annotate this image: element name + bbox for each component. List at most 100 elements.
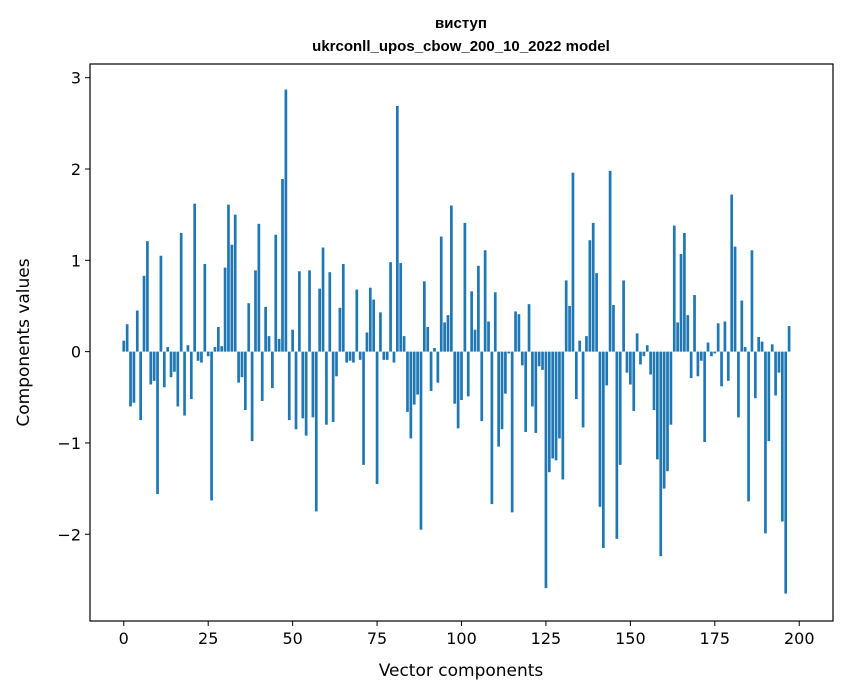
bar-62 (331, 351, 335, 422)
bar-168 (689, 351, 693, 379)
bar-79 (389, 262, 392, 352)
bar-143 (605, 351, 609, 386)
x-tick-label: 75 (367, 629, 387, 648)
bar-53 (301, 351, 305, 419)
bar-16 (176, 351, 180, 407)
x-tick-label: 150 (615, 629, 646, 648)
bar-130 (561, 351, 565, 480)
bar-106 (480, 351, 484, 422)
bar-166 (683, 232, 686, 352)
bar-92 (433, 347, 436, 352)
bars-group (122, 89, 791, 594)
x-tick-label: 200 (784, 629, 815, 648)
bar-91 (429, 351, 433, 391)
bar-74 (372, 299, 376, 352)
bar-193 (774, 351, 777, 396)
bar-145 (612, 305, 615, 352)
bar-93 (436, 351, 440, 383)
bar-107 (483, 250, 487, 352)
bar-22 (196, 351, 200, 361)
bar-146 (615, 351, 619, 539)
x-tick-label: 175 (700, 629, 731, 648)
x-tick-label: 25 (198, 629, 218, 648)
bar-29 (220, 346, 224, 352)
bar-60 (325, 351, 328, 425)
bar-140 (595, 273, 598, 352)
bar-157 (652, 351, 656, 411)
bar-26 (210, 351, 213, 501)
bar-178 (723, 321, 727, 352)
bar-97 (450, 205, 453, 352)
bar-75 (375, 351, 379, 485)
bar-190 (764, 351, 767, 534)
bar-187 (753, 351, 757, 399)
bar-144 (608, 170, 612, 352)
x-tick-label: 100 (446, 629, 477, 648)
bar-63 (335, 351, 338, 377)
bar-110 (493, 292, 497, 352)
y-tick-label: 2 (71, 160, 81, 179)
bar-101 (463, 222, 467, 352)
bar-132 (568, 305, 571, 352)
bar-105 (477, 265, 480, 352)
bar-70 (358, 351, 362, 360)
bar-194 (777, 351, 781, 373)
y-tick-label: −2 (57, 525, 81, 544)
bar-96 (446, 315, 450, 352)
bar-6 (142, 275, 146, 352)
bar-135 (578, 340, 582, 352)
bar-192 (770, 344, 774, 352)
bar-45 (274, 234, 278, 352)
bar-65 (341, 263, 345, 352)
bar-136 (581, 351, 585, 428)
bar-109 (490, 351, 494, 505)
bar-89 (423, 281, 426, 352)
bar-58 (318, 288, 321, 352)
bar-69 (355, 289, 359, 352)
bar-139 (591, 222, 595, 352)
bar-49 (287, 351, 291, 421)
bar-115 (510, 351, 514, 513)
y-tick-label: 1 (71, 251, 81, 270)
bar-189 (760, 341, 764, 352)
bar-68 (352, 351, 355, 363)
bar-125 (544, 351, 548, 589)
bar-118 (520, 351, 524, 366)
bar-104 (473, 329, 477, 352)
bar-103 (470, 291, 473, 352)
bar-95 (443, 322, 446, 352)
bar-56 (311, 351, 315, 418)
bar-128 (554, 351, 558, 461)
bar-197 (787, 326, 791, 352)
bar-36 (244, 351, 247, 411)
bar-59 (321, 247, 325, 352)
bar-100 (460, 351, 463, 401)
bar-180 (730, 194, 734, 352)
bar-86 (412, 351, 416, 405)
bar-10 (156, 351, 159, 495)
chart-title: виступ (435, 15, 487, 32)
bar-116 (514, 311, 517, 352)
bar-12 (162, 351, 166, 388)
bar-179 (726, 351, 730, 381)
bar-147 (618, 351, 622, 465)
bar-0 (122, 340, 126, 352)
x-tick-label: 125 (531, 629, 562, 648)
bar-111 (497, 351, 500, 447)
bar-5 (139, 351, 143, 421)
bar-148 (622, 280, 625, 352)
bar-82 (399, 263, 403, 352)
bar-153 (639, 351, 642, 365)
bar-113 (504, 351, 507, 394)
bar-31 (227, 204, 230, 352)
bar-80 (392, 351, 396, 363)
bar-11 (159, 255, 163, 352)
bar-172 (703, 351, 707, 443)
chart-subtitle: ukrconll_upos_cbow_200_10_2022 model (312, 38, 610, 55)
bar-84 (406, 351, 409, 412)
bar-87 (416, 351, 419, 395)
bar-149 (625, 351, 629, 373)
bar-88 (419, 351, 423, 530)
bar-21 (193, 203, 197, 352)
